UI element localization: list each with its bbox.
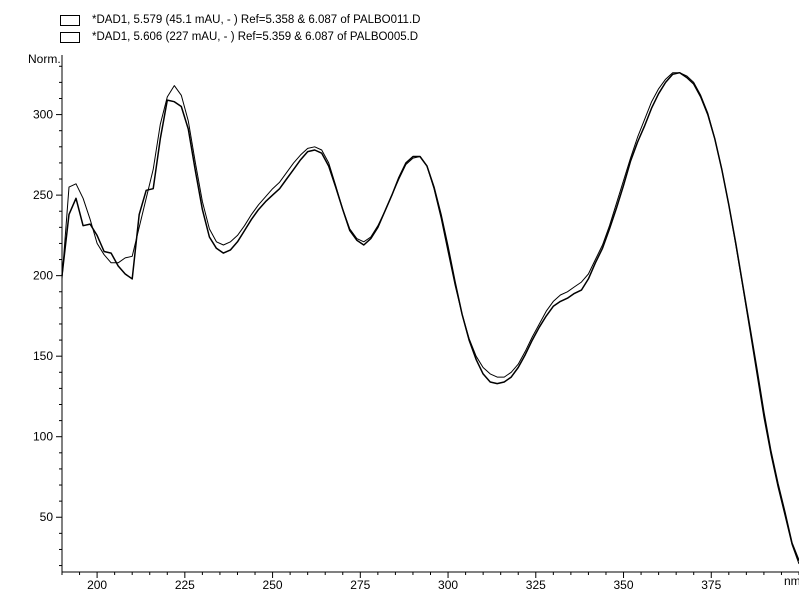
x-tick-label: 200 xyxy=(87,578,107,590)
series-line-1 xyxy=(61,71,799,561)
x-tick-label: 225 xyxy=(175,578,195,590)
legend-entry-1: *DAD1, 5.579 (45.1 mAU, - ) Ref=5.358 & … xyxy=(60,13,420,27)
legend-label-1: *DAD1, 5.579 (45.1 mAU, - ) Ref=5.358 & … xyxy=(92,14,421,26)
legend-entry-2: *DAD1, 5.606 (227 mAU, - ) Ref=5.359 & 6… xyxy=(60,30,418,44)
y-tick-label: 300 xyxy=(33,108,53,122)
y-tick-label: 100 xyxy=(33,430,53,444)
x-axis: 200 225 250 275 300 325 350 375 xyxy=(61,572,799,590)
series-layer xyxy=(61,71,799,565)
x-tick-label: 375 xyxy=(701,578,721,590)
y-axis-label: Norm. xyxy=(28,52,61,66)
legend-swatch-1 xyxy=(60,14,80,26)
plot-frame xyxy=(61,55,799,573)
y-tick-label: 250 xyxy=(33,188,53,202)
x-tick-label: 300 xyxy=(438,578,458,590)
y-tick-label: 200 xyxy=(33,269,53,283)
x-tick-label: 325 xyxy=(526,578,546,590)
series-line-2 xyxy=(61,72,799,565)
x-tick-label: 250 xyxy=(263,578,283,590)
legend-label-2: *DAD1, 5.606 (227 mAU, - ) Ref=5.359 & 6… xyxy=(92,31,419,43)
legend: *DAD1, 5.579 (45.1 mAU, - ) Ref=5.358 & … xyxy=(0,0,799,50)
x-tick-label: 350 xyxy=(614,578,634,590)
y-axis: 50 100 150 200 250 300 xyxy=(33,65,62,567)
x-tick-label: 275 xyxy=(350,578,370,590)
legend-swatch-2 xyxy=(60,31,80,43)
y-tick-label: 150 xyxy=(33,349,53,363)
x-axis-unit-label: nm xyxy=(784,574,799,588)
y-tick-label: 50 xyxy=(40,510,54,524)
